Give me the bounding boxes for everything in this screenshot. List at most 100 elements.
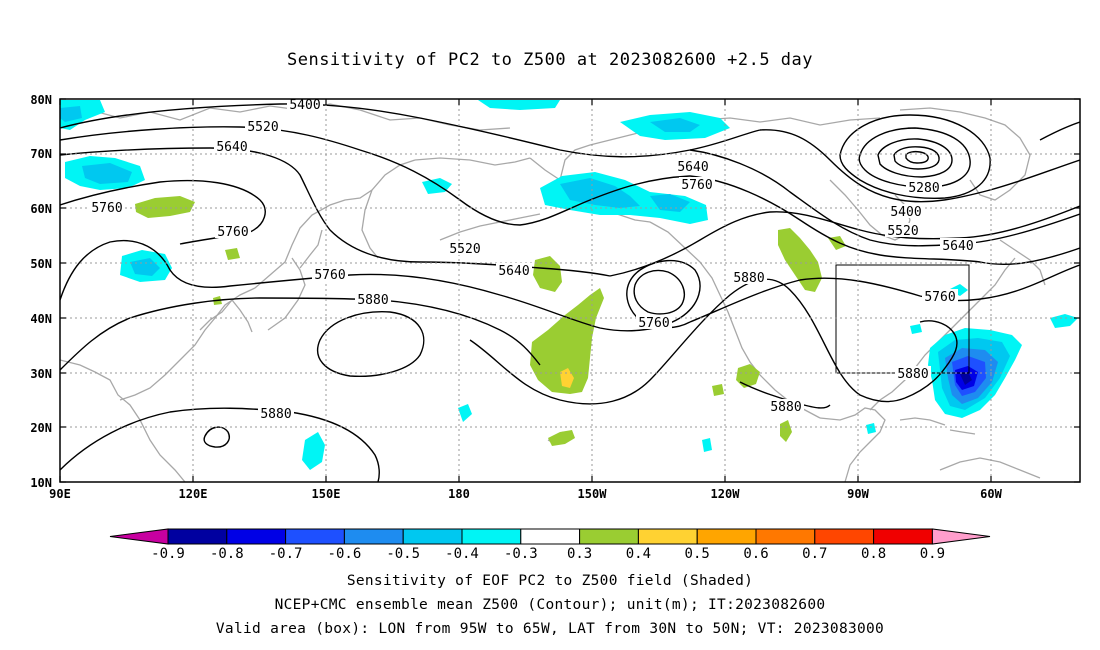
colorbar-swatch	[461, 528, 522, 545]
contour-label-bg	[885, 223, 921, 237]
lat-label-10n: 10N	[30, 476, 52, 490]
contour-label-bg	[447, 241, 483, 255]
lat-label-50n: 50N	[30, 257, 52, 271]
lat-label-80n: 80N	[30, 93, 52, 107]
plot-title: Sensitivity of PC2 to Z500 at 2023082600…	[286, 50, 813, 70]
contour-label: 5760	[924, 290, 955, 305]
colorbar-swatch	[873, 528, 933, 545]
contour-label: 5640	[677, 160, 708, 175]
contour-label: 5880	[897, 367, 928, 382]
contour-label-bg	[215, 224, 251, 238]
contour-label-bg	[287, 97, 323, 111]
contour-label-bg	[245, 119, 281, 133]
caption-line-1: Sensitivity of EOF PC2 to Z500 field (Sh…	[346, 573, 754, 589]
colorbar-label: -0.3	[504, 546, 538, 562]
contour-label: 5760	[217, 225, 248, 240]
lon-label-120w: 120W	[711, 487, 741, 501]
colorbar-swatch	[814, 528, 875, 545]
contour-label-bg	[258, 406, 294, 420]
colorbar-swatch	[520, 528, 581, 545]
contour-label: 5760	[638, 316, 669, 331]
contour-label-bg	[89, 200, 125, 214]
contour-label-bg	[312, 267, 348, 281]
colorbar-label: 0.6	[743, 546, 768, 562]
colorbar-swatch	[579, 528, 639, 545]
contour-label-bg	[768, 399, 804, 413]
caption-line-2: NCEP+CMC ensemble mean Z500 (Contour); u…	[274, 597, 826, 613]
negative-sensitivity-areas	[60, 100, 1078, 470]
contour-label-bg	[888, 204, 924, 218]
lon-label-180: 180	[448, 487, 470, 501]
caption-line-3: Valid area (box): LON from 95W to 65W, L…	[215, 621, 885, 637]
contour-label-bg	[922, 289, 958, 303]
contour-label: 5760	[681, 178, 712, 193]
contour-label: 5520	[887, 224, 918, 239]
contour-label: 5520	[247, 120, 278, 135]
latitude-labels: 80N 70N 60N 50N 40N 30N 20N 10N	[30, 93, 52, 490]
contour-label: 5760	[91, 201, 122, 216]
contour-label-group: 5400552056405760576057605880588055205640…	[89, 97, 976, 422]
colorbar-swatch	[755, 528, 816, 545]
lat-label-60n: 60N	[30, 202, 52, 216]
lon-label-90w: 90W	[847, 487, 869, 501]
contour-label: 5640	[216, 140, 247, 155]
contour-label: 5400	[289, 98, 320, 113]
colorbar-label: 0.4	[626, 546, 651, 562]
contour-label-bg	[731, 270, 767, 284]
lon-label-60w: 60W	[980, 487, 1002, 501]
colorbar-label: -0.7	[269, 546, 303, 562]
contour-label: 5880	[357, 293, 388, 308]
map-frame	[59, 98, 1081, 483]
contour-label-bg	[214, 139, 250, 153]
contour-label-bg	[895, 366, 931, 380]
lon-label-150w: 150W	[578, 487, 608, 501]
contour-label: 5880	[260, 407, 291, 422]
colorbar-label: -0.5	[386, 546, 420, 562]
contour-label: 5280	[908, 181, 939, 196]
lat-label-20n: 20N	[30, 421, 52, 435]
colorbar-label: -0.6	[328, 546, 362, 562]
colorbar-swatch	[226, 528, 287, 545]
colorbar-label: -0.4	[445, 546, 479, 562]
contour-label-bg	[679, 177, 715, 191]
colorbar-label: 0.9	[920, 546, 945, 562]
contour-label: 5760	[314, 268, 345, 283]
colorbar-label: 0.7	[802, 546, 827, 562]
contour-label-bg	[636, 315, 672, 329]
contour-label-bg	[906, 180, 942, 194]
colorbar-label: 0.3	[567, 546, 592, 562]
contour-label: 5520	[449, 242, 480, 257]
contour-label-bg	[940, 238, 976, 252]
lat-label-70n: 70N	[30, 147, 52, 161]
contour-label: 5880	[770, 400, 801, 415]
lat-label-40n: 40N	[30, 312, 52, 326]
lon-label-120e: 120E	[179, 487, 208, 501]
colorbar-swatch	[343, 528, 404, 545]
contour-label-bg	[675, 159, 711, 173]
contour-label: 5640	[498, 264, 529, 279]
contour-label: 5880	[733, 271, 764, 286]
colorbar-swatch	[285, 528, 345, 545]
colorbar-swatch	[402, 528, 463, 545]
colorbar-label: -0.9	[151, 546, 185, 562]
contour-label-bg	[496, 263, 532, 277]
colorbar-swatch	[167, 528, 228, 545]
colorbar-swatch	[637, 528, 698, 545]
colorbar-label: -0.8	[210, 546, 244, 562]
lon-label-90e: 90E	[49, 487, 71, 501]
colorbar: -0.9 -0.8 -0.7 -0.6 -0.5 -0.4 -0.3 0.3 0.4 0.5 0.6…	[109, 528, 991, 562]
colorbar-high-end	[931, 528, 991, 545]
contour-label: 5400	[890, 205, 921, 220]
colorbar-label: 0.8	[861, 546, 886, 562]
axis-ticks	[59, 98, 1080, 483]
z500-contours	[60, 103, 1080, 482]
contour-label: 5640	[942, 239, 973, 254]
longitude-labels: 90E 120E 150E 180 150W 120W 90W 60W	[49, 487, 1002, 501]
lon-label-150e: 150E	[312, 487, 341, 501]
colorbar-low-end	[109, 528, 169, 545]
lat-label-30n: 30N	[30, 367, 52, 381]
contour-label-bg	[355, 292, 391, 306]
colorbar-swatch	[696, 528, 757, 545]
colorbar-label: 0.5	[685, 546, 710, 562]
